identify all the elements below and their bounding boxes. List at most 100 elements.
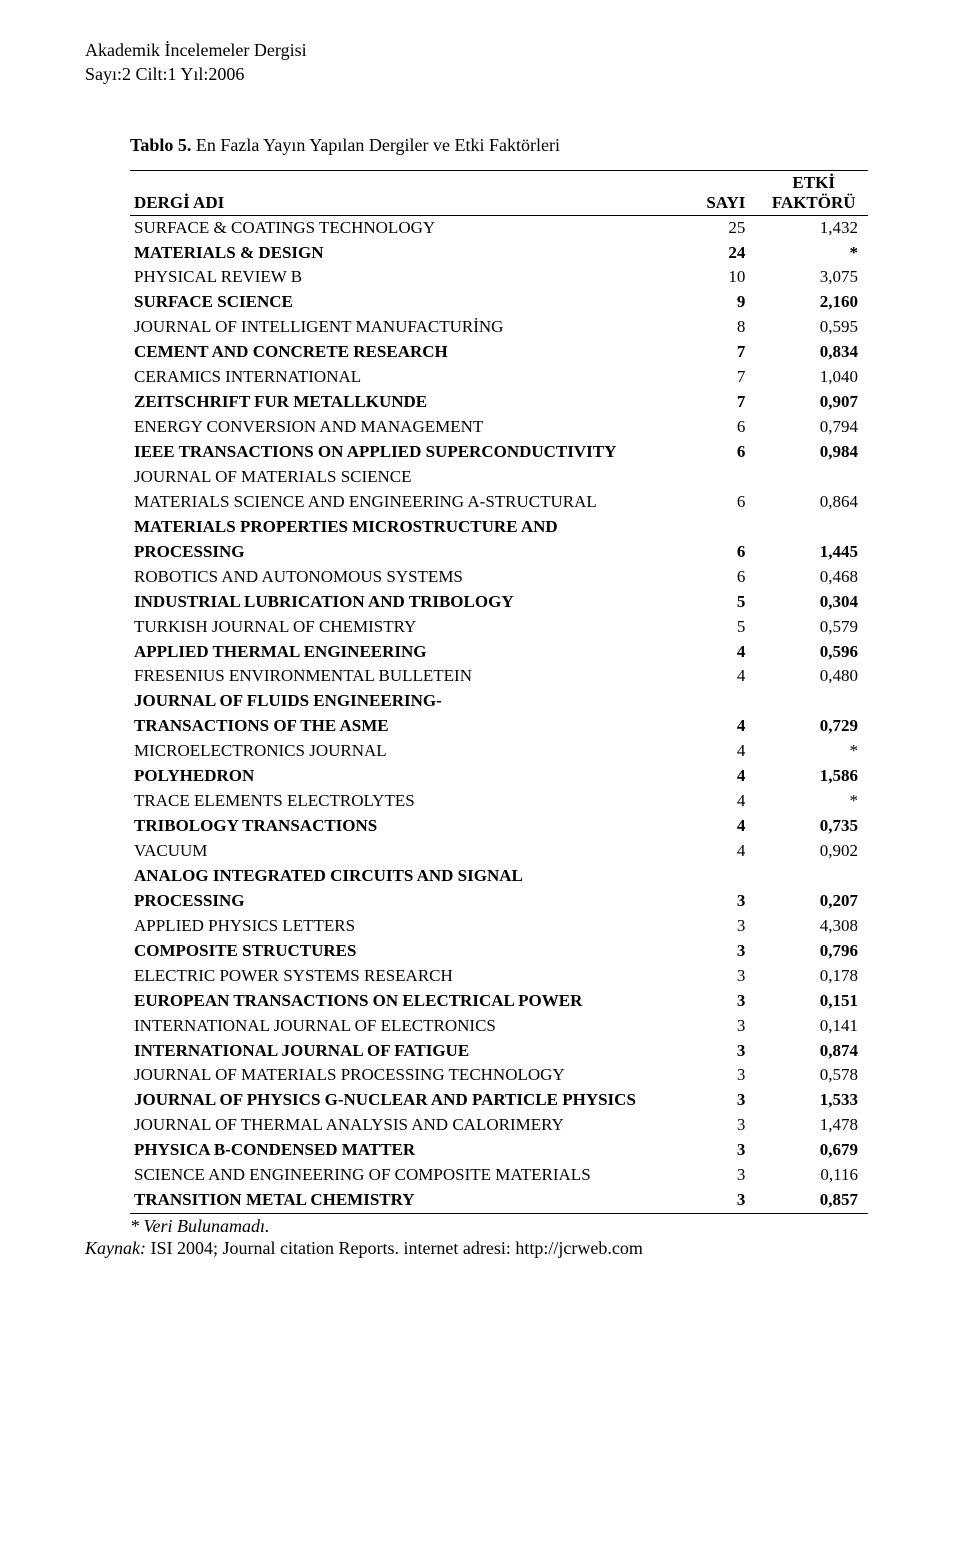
impact-factor: 0,207 xyxy=(759,889,868,914)
impact-factor: 0,578 xyxy=(759,1063,868,1088)
table-row: POLYHEDRON41,586 xyxy=(130,764,868,789)
journal-count: 4 xyxy=(651,739,760,764)
journal-count: 4 xyxy=(651,839,760,864)
impact-factor: 1,432 xyxy=(759,215,868,240)
journal-name: TRANSACTIONS OF THE ASME xyxy=(130,714,651,739)
journal-name: APPLIED THERMAL ENGINEERING xyxy=(130,640,651,665)
table-row: ZEITSCHRIFT FUR METALLKUNDE70,907 xyxy=(130,390,868,415)
journal-count: 10 xyxy=(651,265,760,290)
table-body: SURFACE & COATINGS TECHNOLOGY251,432MATE… xyxy=(130,215,868,1214)
journal-name: FRESENIUS ENVIRONMENTAL BULLETEIN xyxy=(130,664,651,689)
journal-count: 3 xyxy=(651,964,760,989)
journal-count: 4 xyxy=(651,814,760,839)
journal-name: SURFACE SCIENCE xyxy=(130,290,651,315)
journal-count: 4 xyxy=(651,764,760,789)
journal-name: POLYHEDRON xyxy=(130,764,651,789)
impact-factor: 0,729 xyxy=(759,714,868,739)
journal-name: JOURNAL OF FLUIDS ENGINEERING- xyxy=(130,689,651,714)
impact-factor: * xyxy=(759,789,868,814)
table-row: MICROELECTRONICS JOURNAL4* xyxy=(130,739,868,764)
table-row: TRANSITION METAL CHEMISTRY30,857 xyxy=(130,1188,868,1213)
journal-name: VACUUM xyxy=(130,839,651,864)
journal-name: TRACE ELEMENTS ELECTROLYTES xyxy=(130,789,651,814)
journal-name: SCIENCE AND ENGINEERING OF COMPOSITE MAT… xyxy=(130,1163,651,1188)
journal-name: PROCESSING xyxy=(130,889,651,914)
table-row: MATERIALS & DESIGN24* xyxy=(130,241,868,266)
journal-name: PROCESSING xyxy=(130,540,651,565)
table-row: INTERNATIONAL JOURNAL OF ELECTRONICS30,1… xyxy=(130,1014,868,1039)
journal-count: 5 xyxy=(651,615,760,640)
table-row: JOURNAL OF MATERIALS PROCESSING TECHNOLO… xyxy=(130,1063,868,1088)
impact-factor: 0,902 xyxy=(759,839,868,864)
journal-name: EUROPEAN TRANSACTIONS ON ELECTRICAL POWE… xyxy=(130,989,651,1014)
impact-factor xyxy=(759,689,868,714)
impact-factor: * xyxy=(759,241,868,266)
journal-name: PHYSICA B-CONDENSED MATTER xyxy=(130,1138,651,1163)
journal-name: ROBOTICS AND AUTONOMOUS SYSTEMS xyxy=(130,565,651,590)
journal-name: MATERIALS PROPERTIES MICROSTRUCTURE AND xyxy=(130,515,651,540)
journal-name: COMPOSITE STRUCTURES xyxy=(130,939,651,964)
journal-count: 3 xyxy=(651,1088,760,1113)
source-label: Kaynak: xyxy=(85,1238,146,1258)
journal-count: 4 xyxy=(651,640,760,665)
journal-name: CEMENT AND CONCRETE RESEARCH xyxy=(130,340,651,365)
impact-factor: 0,794 xyxy=(759,415,868,440)
journal-name: JOURNAL OF INTELLIGENT MANUFACTURİNG xyxy=(130,315,651,340)
impact-factor: 0,141 xyxy=(759,1014,868,1039)
caption-bold: Tablo 5. xyxy=(130,135,191,155)
header-etki-line2: FAKTÖRÜ xyxy=(763,193,864,213)
header-etki: ETKİ FAKTÖRÜ xyxy=(759,170,868,215)
journal-count: 6 xyxy=(651,565,760,590)
journal-count: 3 xyxy=(651,1113,760,1138)
impact-factor: 0,834 xyxy=(759,340,868,365)
impact-factor: 0,874 xyxy=(759,1039,868,1064)
impact-factor: 1,040 xyxy=(759,365,868,390)
impact-factor: 0,178 xyxy=(759,964,868,989)
table-row: TRACE ELEMENTS ELECTROLYTES4* xyxy=(130,789,868,814)
table-row: JOURNAL OF THERMAL ANALYSIS AND CALORIME… xyxy=(130,1113,868,1138)
impact-factor: 0,596 xyxy=(759,640,868,665)
journal-count: 4 xyxy=(651,664,760,689)
source-text: ISI 2004; Journal citation Reports. inte… xyxy=(146,1238,643,1258)
table-row: PHYSICAL REVIEW B103,075 xyxy=(130,265,868,290)
table-row: ENERGY CONVERSION AND MANAGEMENT60,794 xyxy=(130,415,868,440)
source-line: Kaynak: ISI 2004; Journal citation Repor… xyxy=(85,1238,870,1259)
journal-name: JOURNAL OF THERMAL ANALYSIS AND CALORIME… xyxy=(130,1113,651,1138)
journal-count: 4 xyxy=(651,789,760,814)
journal-count: 7 xyxy=(651,340,760,365)
impact-factor: 3,075 xyxy=(759,265,868,290)
document-header: Akademik İncelemeler Dergisi Sayı:2 Cilt… xyxy=(85,38,870,87)
journal-count: 4 xyxy=(651,714,760,739)
table-row: PROCESSING30,207 xyxy=(130,889,868,914)
journal-count: 3 xyxy=(651,1138,760,1163)
impact-factor: 0,735 xyxy=(759,814,868,839)
table-row: CERAMICS INTERNATIONAL71,040 xyxy=(130,365,868,390)
impact-factor xyxy=(759,864,868,889)
journal-count: 3 xyxy=(651,1188,760,1213)
table-row: JOURNAL OF INTELLIGENT MANUFACTURİNG80,5… xyxy=(130,315,868,340)
table-row: COMPOSITE STRUCTURES30,796 xyxy=(130,939,868,964)
journal-name: ENERGY CONVERSION AND MANAGEMENT xyxy=(130,415,651,440)
impact-factor: 4,308 xyxy=(759,914,868,939)
header-etki-line1: ETKİ xyxy=(763,173,864,193)
journal-count xyxy=(651,864,760,889)
table-row: ROBOTICS AND AUTONOMOUS SYSTEMS60,468 xyxy=(130,565,868,590)
impact-factor: 0,468 xyxy=(759,565,868,590)
journal-name: JOURNAL OF PHYSICS G-NUCLEAR AND PARTICL… xyxy=(130,1088,651,1113)
impact-factor: 1,478 xyxy=(759,1113,868,1138)
table-row: IEEE TRANSACTIONS ON APPLIED SUPERCONDUC… xyxy=(130,440,868,465)
journal-count: 5 xyxy=(651,590,760,615)
journal-count: 6 xyxy=(651,540,760,565)
journal-count: 3 xyxy=(651,889,760,914)
table-row: APPLIED THERMAL ENGINEERING40,596 xyxy=(130,640,868,665)
journal-name: TURKISH JOURNAL OF CHEMISTRY xyxy=(130,615,651,640)
journal-count: 3 xyxy=(651,914,760,939)
journal-count xyxy=(651,465,760,490)
table-caption: Tablo 5. En Fazla Yayın Yapılan Dergiler… xyxy=(130,135,870,156)
journal-name: IEEE TRANSACTIONS ON APPLIED SUPERCONDUC… xyxy=(130,440,651,465)
impact-factor: 0,796 xyxy=(759,939,868,964)
impact-factor: 1,586 xyxy=(759,764,868,789)
journal-count: 6 xyxy=(651,490,760,515)
journal-count: 3 xyxy=(651,989,760,1014)
impact-factor: * xyxy=(759,739,868,764)
